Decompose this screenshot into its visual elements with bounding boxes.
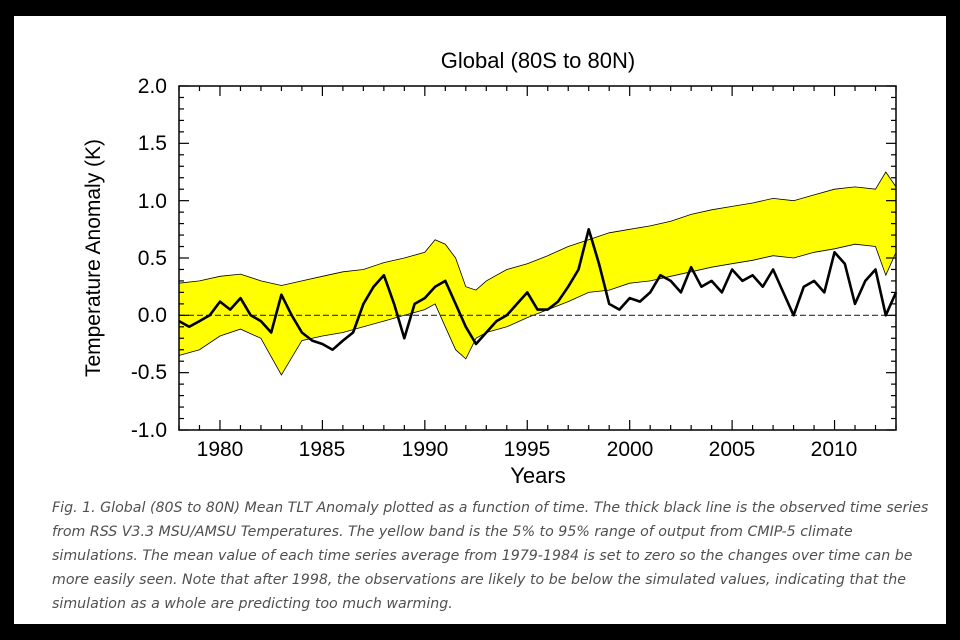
figure-caption: Fig. 1. Global (80S to 80N) Mean TLT Ano…: [52, 500, 929, 612]
plot-frame: [178, 85, 897, 431]
model-range-band-layer: [178, 171, 897, 376]
x-tick-label: 1985: [299, 438, 346, 461]
y-tick-label: 0.0: [138, 304, 167, 327]
x-tick-label: 1995: [504, 438, 551, 461]
y-tick-label: 2.0: [138, 75, 167, 98]
y-tick-label: 0.5: [138, 247, 167, 270]
tick-marks: [178, 85, 897, 431]
x-tick-label: 2005: [709, 438, 756, 461]
y-tick-label: -1.0: [131, 419, 167, 442]
y-tick-label: -0.5: [131, 361, 167, 384]
x-tick-label: 1990: [402, 438, 449, 461]
y-tick-label: 1.5: [138, 132, 167, 155]
model-range-band: [178, 171, 897, 376]
observed-series-line: [178, 228, 898, 352]
x-tick-label: 1980: [197, 438, 244, 461]
x-axis-label: Years: [510, 463, 565, 486]
observed-series-layer: [178, 228, 898, 352]
x-tick-label: 2000: [607, 438, 654, 461]
y-tick-label: 1.0: [138, 190, 167, 213]
x-tick-label: 2010: [811, 438, 858, 461]
temperature-anomaly-chart: Global (80S to 80N) 2.0 1.5 1.0 0.5 0.0 …: [82, 48, 898, 486]
figure-panel: Global (80S to 80N) 2.0 1.5 1.0 0.5 0.0 …: [14, 16, 946, 624]
chart-title: Global (80S to 80N): [441, 48, 635, 73]
y-axis-label: Temperature Anomaly (K): [82, 139, 105, 377]
